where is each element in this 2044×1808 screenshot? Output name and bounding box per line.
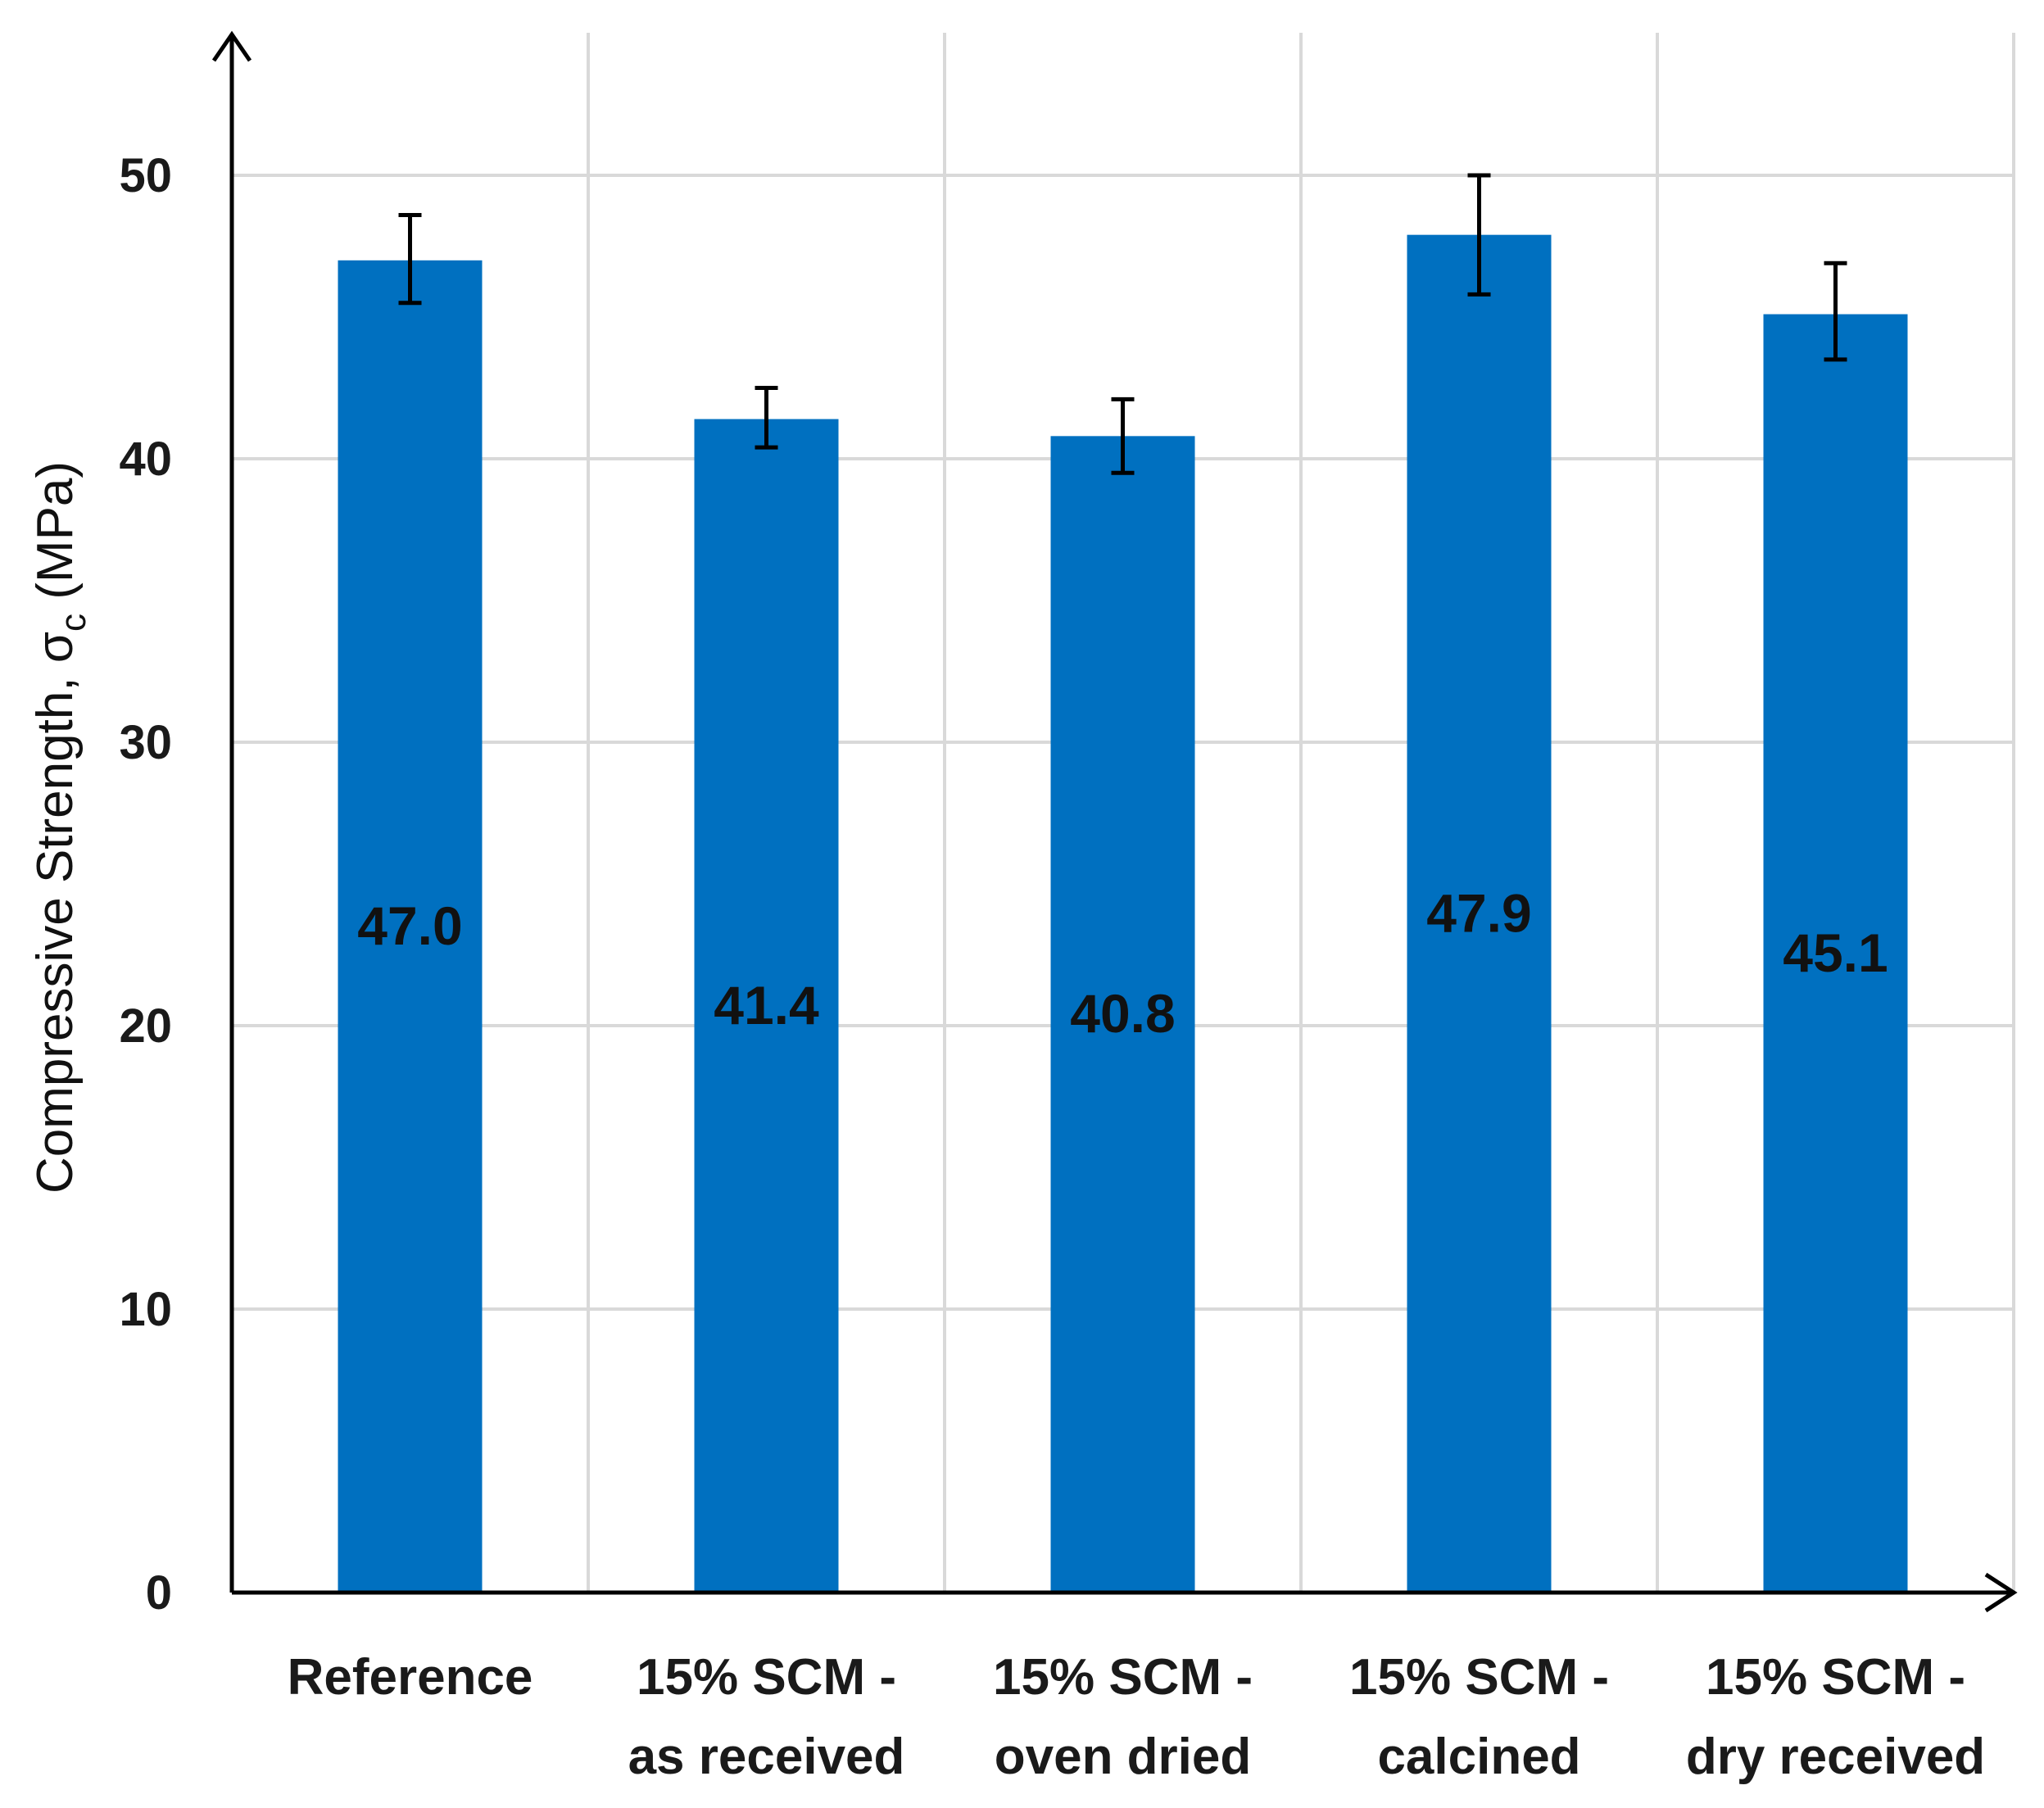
- bar-0: [338, 260, 483, 1593]
- data-label-2: 40.8: [1070, 983, 1175, 1044]
- y-axis-title-subscript: c: [53, 614, 93, 632]
- gridlines: [232, 33, 2015, 1593]
- data-label-3: 47.9: [1426, 882, 1531, 943]
- category-label-line: Reference: [288, 1649, 533, 1706]
- bar-1: [694, 419, 839, 1593]
- x-axis-arrow: [1984, 1572, 2018, 1613]
- y-tick-label-50: 50: [119, 149, 172, 202]
- category-label-1: 15% SCM - as received: [628, 1649, 905, 1785]
- category-label-2: 15% SCM - oven dried: [993, 1649, 1253, 1785]
- y-tick-label-0: 0: [146, 1566, 172, 1620]
- y-axis-title: Compressive Strength, σc (MPa): [27, 461, 93, 1194]
- category-label-line: 15% SCM -: [993, 1649, 1253, 1706]
- category-label-0: Reference: [288, 1649, 533, 1706]
- data-labels: 47.0 41.4 40.8 47.9 45.1: [357, 882, 1888, 1044]
- svg-text:Compressive Strength, σc (MPa): Compressive Strength, σc (MPa): [27, 461, 93, 1194]
- data-label-1: 41.4: [714, 975, 819, 1035]
- y-tick-label-40: 40: [119, 433, 172, 486]
- y-axis-title-main: Compressive Strength, σ: [27, 632, 84, 1194]
- category-label-line: 15% SCM -: [1706, 1649, 1965, 1706]
- y-axis-arrow: [211, 30, 252, 62]
- y-tick-label-20: 20: [119, 999, 172, 1053]
- category-label-3: 15% SCM - calcined: [1349, 1649, 1609, 1785]
- axes: [211, 30, 2018, 1613]
- category-label-line: 15% SCM -: [637, 1649, 896, 1706]
- data-label-0: 47.0: [357, 895, 462, 956]
- category-label-line: oven dried: [995, 1729, 1252, 1785]
- error-bars: [398, 173, 1847, 475]
- bar-series: [338, 234, 1908, 1593]
- category-label-line: 15% SCM -: [1349, 1649, 1609, 1706]
- data-label-4: 45.1: [1783, 922, 1888, 983]
- y-axis-ticks: 0 10 20 30 40 50: [119, 149, 172, 1620]
- x-axis-categories: Reference 15% SCM - as received 15% SCM - ov…: [288, 1649, 1986, 1785]
- category-label-line: dry received: [1686, 1729, 1985, 1785]
- y-tick-label-30: 30: [119, 716, 172, 769]
- category-label-4: 15% SCM - dry received: [1686, 1649, 1985, 1785]
- category-label-line: calcined: [1377, 1729, 1580, 1785]
- bar-4: [1763, 314, 1908, 1593]
- bar-3: [1407, 234, 1552, 1593]
- bar-2: [1050, 436, 1195, 1593]
- y-tick-label-10: 10: [119, 1283, 172, 1336]
- category-label-line: as received: [628, 1729, 905, 1785]
- y-axis-title-unit: (MPa): [27, 461, 84, 614]
